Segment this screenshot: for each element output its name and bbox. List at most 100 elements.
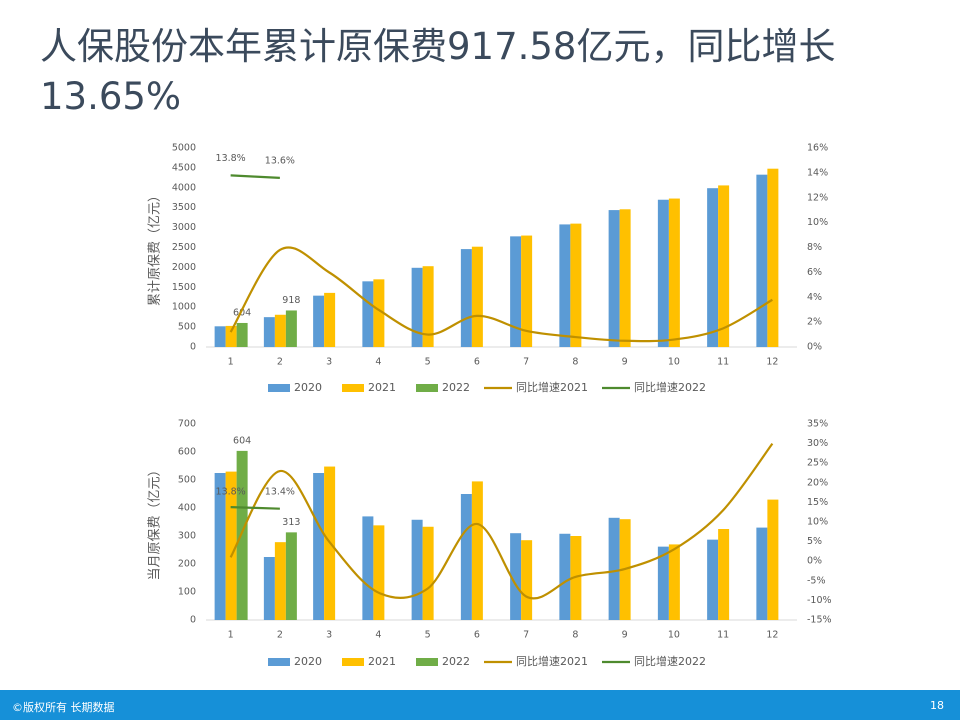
line-label: 13.6% [265,155,295,166]
y2-tick-label: 0% [807,342,822,353]
bar [756,174,768,347]
line [229,442,774,600]
x-tick-label: 3 [326,630,332,641]
bar [422,266,434,347]
footer-bar: ©版权所有 长期数据 18 [0,690,960,720]
y-tick-label: 100 [178,587,196,598]
bar [707,188,719,347]
bar [718,185,730,347]
bar [460,249,472,347]
y-tick-label: 1000 [172,302,196,313]
x-tick-label: 4 [375,357,381,368]
line [229,246,773,343]
bar [460,494,472,620]
y2-tick-label: -5% [807,575,826,586]
legend-label: 2021 [368,381,396,394]
legend-label: 同比增速2022 [634,380,706,394]
x-tick-label: 9 [622,357,628,368]
y2-tick-label: 15% [807,497,828,508]
y-tick-label: 200 [178,559,196,570]
x-tick-label: 10 [668,357,680,368]
legend-label: 2022 [442,655,470,668]
legend-label: 同比增速2021 [516,654,588,668]
legend-label: 2022 [442,381,470,394]
bar [324,292,336,347]
x-tick-label: 10 [668,630,680,641]
bar-label: 313 [282,517,300,528]
x-tick-label: 5 [425,357,431,368]
y-tick-label: 500 [178,475,196,486]
bar [313,473,325,620]
legend-swatch [416,384,438,392]
y2-tick-label: 12% [807,192,828,203]
bar [285,310,297,347]
line-label: 13.8% [216,153,246,164]
bar [285,532,297,620]
y-axis-title: 累计原保费（亿元） [148,189,163,306]
bar [263,557,275,620]
x-tick-label: 12 [766,357,778,368]
bar [510,533,522,620]
y2-tick-label: -10% [807,595,832,606]
legend-label: 2021 [368,655,396,668]
y-tick-label: 4500 [172,162,196,173]
y-tick-label: 4000 [172,182,196,193]
x-tick-label: 4 [375,630,381,641]
x-tick-label: 2 [277,630,283,641]
bar [422,526,434,620]
bar [608,210,620,347]
y2-tick-label: 16% [807,143,828,154]
bar [214,473,226,620]
x-tick-label: 7 [523,630,529,641]
y-tick-label: 500 [178,322,196,333]
bar [471,481,483,620]
y-tick-label: 1500 [172,282,196,293]
bar [236,322,248,347]
y2-tick-label: 14% [807,167,828,178]
legend-label: 2020 [294,655,322,668]
bar [718,529,730,620]
bar [767,499,779,620]
x-tick-label: 2 [277,357,283,368]
bar [657,546,669,620]
x-tick-label: 7 [523,357,529,368]
x-tick-label: 5 [425,630,431,641]
bar [274,542,286,620]
y2-tick-label: 4% [807,292,822,303]
bar [559,224,571,347]
bar [668,198,680,347]
y-axis-title: 当月原保费（亿元） [148,463,163,580]
legend-swatch [268,658,290,666]
x-tick-label: 12 [766,630,778,641]
bar-label: 604 [233,307,251,318]
y2-tick-label: 2% [807,317,822,328]
bar [263,317,275,347]
y2-tick-label: 6% [807,267,822,278]
y2-tick-label: 20% [807,477,828,488]
line [230,506,280,510]
legend-swatch [342,384,364,392]
x-tick-label: 8 [572,357,578,368]
line-label: 13.8% [216,487,246,498]
charts: 0500100015002000250030003500400045005000… [148,143,832,669]
bar [657,199,669,347]
bar [668,544,680,620]
bar [313,295,325,347]
legend-label: 同比增速2021 [516,380,588,394]
slide-title: 人保股份本年累计原保费917.58亿元，同比增长13.65% [40,25,836,118]
x-tick-label: 8 [572,630,578,641]
bar [756,527,768,620]
x-tick-label: 11 [717,630,729,641]
x-tick-label: 1 [228,630,234,641]
bar-label: 604 [233,435,251,446]
y-tick-label: 3000 [172,222,196,233]
bar [373,525,385,620]
y-tick-label: 700 [178,419,196,430]
y2-tick-label: -15% [807,615,832,626]
bar [362,281,374,347]
y2-tick-label: 30% [807,438,828,449]
bar [236,450,248,620]
bar [214,326,226,347]
y2-tick-label: 0% [807,556,822,567]
